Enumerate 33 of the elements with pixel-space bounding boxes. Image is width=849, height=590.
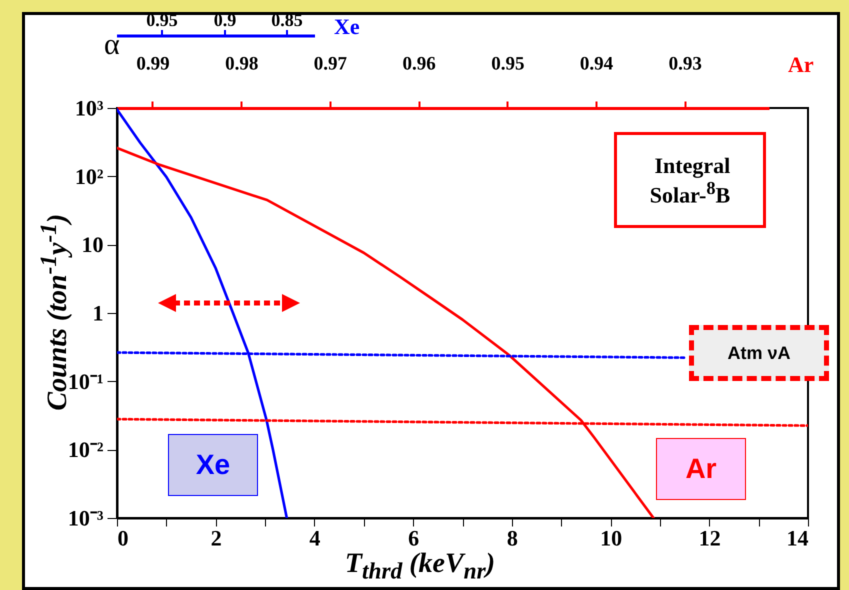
y-tick-label: 10² [74,164,104,189]
y-tick-label: 10³ [74,96,104,120]
y-tick-label: 10⁻³ [68,506,104,530]
x-tick-label: 4 [309,526,320,550]
x2-tick-label: 0.95 [491,54,524,74]
label-box: Xe [168,434,258,496]
x-tick-label: 10 [600,526,622,550]
x2-axis-title: Ar [788,52,814,78]
x2-tick-label: 0.97 [314,54,348,74]
text: Xe [334,14,360,40]
y-tick-label: 1 [92,300,104,326]
x-axis-title: T$_{thrd}$ (keV$_{nr}$) [344,548,496,585]
x2-tick-label: 0.98 [225,54,258,74]
x-tick-label: 12 [698,526,721,550]
annotation: Integral Solar-$^{8}$B [650,152,730,208]
series-label: Ar [685,452,717,486]
callout-box: Integral Solar-$^{8}$B [614,132,766,228]
x2-tick-label: 0.93 [668,54,702,74]
y-tick-label: 10 [82,232,104,258]
x2-tick-label: 0.94 [580,54,614,74]
annotation: Atm νA [727,342,790,364]
y-tick-label: 10⁻² [68,437,104,462]
text: α [104,28,120,62]
x-tick-label: 8 [506,526,518,550]
callout-box: Atm νA [689,325,829,381]
x-tick-label: 14 [786,526,808,550]
x-tick-label: 2 [210,526,222,550]
x-tick-label: 0 [118,526,128,550]
series-label: Xe [196,448,230,482]
x-tick-label: 6 [408,526,420,550]
label-box: Ar [656,438,746,500]
x2-tick-label: 0.96 [402,54,436,74]
x2-tick-label: 0.99 [136,54,170,74]
